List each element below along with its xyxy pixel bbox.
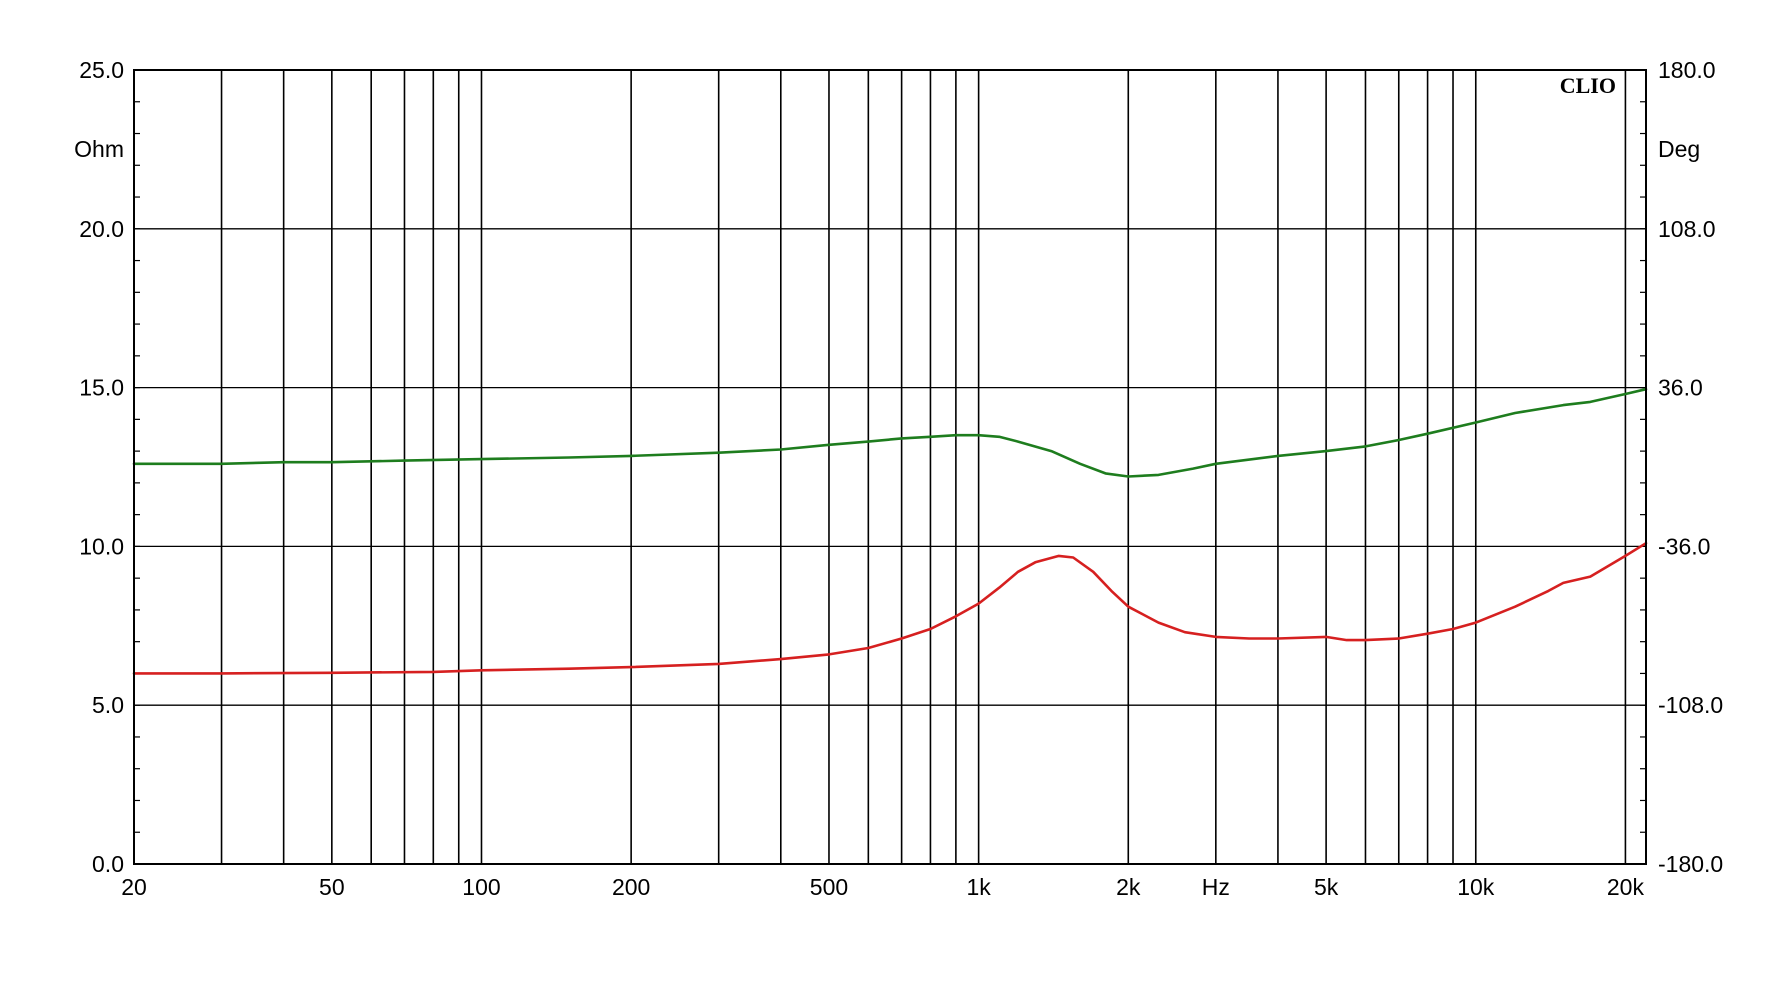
y-left-tick-label: 20.0 (79, 216, 124, 242)
series-line-2 (132, 541, 1648, 675)
plot-frame (133, 69, 1647, 865)
y-right-tick-label: 180.0 (1658, 57, 1716, 83)
series-line-1 (132, 387, 1648, 478)
x-tick-label: 1k (966, 874, 991, 900)
y-right-tick-label: -180.0 (1658, 851, 1723, 877)
x-tick-label: 50 (319, 874, 345, 900)
y-left-tick-label: 15.0 (79, 375, 124, 401)
x-tick-label: 20 (121, 874, 147, 900)
series-layer (132, 387, 1648, 675)
x-tick-label: 5k (1314, 874, 1339, 900)
x-tick-label: 20k (1607, 874, 1645, 900)
x-unit-label: Hz (1202, 874, 1230, 900)
y-left-unit-label: Ohm (74, 136, 124, 162)
y-right-unit-label: Deg (1658, 136, 1700, 162)
y-right-tick-label: -108.0 (1658, 692, 1723, 718)
x-tick-label: 200 (612, 874, 650, 900)
grid (134, 69, 1646, 865)
x-tick-label: 10k (1457, 874, 1495, 900)
y-left-tick-label: 10.0 (79, 533, 124, 559)
brand-logo: CLIO (1560, 73, 1616, 98)
y-left-tick-label: 5.0 (92, 692, 124, 718)
y-left-tick-label: 0.0 (92, 851, 124, 877)
x-tick-label: 2k (1116, 874, 1141, 900)
x-tick-label: 100 (462, 874, 500, 900)
y-right-tick-label: 108.0 (1658, 216, 1716, 242)
y-right-tick-label: -36.0 (1658, 533, 1710, 559)
y-right-tick-label: 36.0 (1658, 375, 1703, 401)
labels: CLIO Ohm Deg Hz 0.0 -180.0 5.0 -108.0 10.0 -3… (74, 57, 1723, 900)
y-left-tick-label: 25.0 (79, 57, 124, 83)
x-tick-label: 500 (810, 874, 848, 900)
